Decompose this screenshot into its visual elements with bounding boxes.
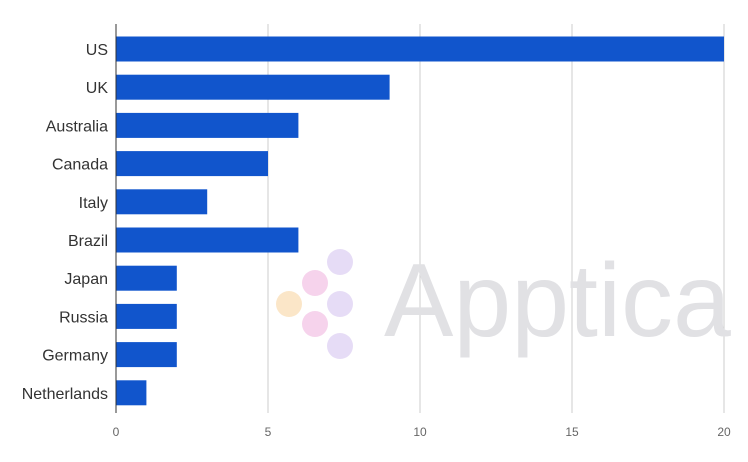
bar (116, 303, 177, 329)
category-label: US (86, 42, 108, 59)
logo-dot (327, 291, 353, 317)
category-label: Brazil (68, 233, 108, 250)
bar (116, 189, 208, 215)
logo-dot (302, 270, 328, 296)
category-label: Germany (42, 348, 108, 365)
x-tick-label: 15 (565, 425, 579, 439)
x-tick-label: 10 (413, 425, 427, 439)
logo-dot (276, 291, 302, 317)
bar (116, 342, 177, 368)
bar (116, 227, 299, 253)
bars (116, 36, 724, 406)
bar (116, 151, 268, 177)
category-label: Netherlands (22, 386, 108, 403)
grid-lines (267, 24, 725, 413)
logo-dot (302, 311, 328, 337)
x-tick-labels: 0 5 10 15 20 (113, 425, 731, 439)
bar (116, 380, 147, 406)
x-tick-label: 20 (717, 425, 731, 439)
category-label: Italy (79, 195, 108, 212)
category-label: Canada (52, 157, 108, 174)
apptica-logo-icon (276, 249, 353, 359)
x-tick-label: 0 (113, 425, 120, 439)
category-label: UK (86, 80, 109, 97)
bar (116, 265, 177, 291)
bar (116, 36, 724, 62)
logo-dot (327, 333, 353, 359)
bar (116, 74, 390, 100)
bar (116, 112, 299, 138)
category-label: Japan (64, 271, 108, 288)
x-tick-label: 5 (265, 425, 272, 439)
category-labels: US UK Australia Canada Italy Brazil Japan Russi… (22, 42, 109, 403)
apptica-watermark: Apptica (276, 243, 731, 359)
watermark-text: Apptica (384, 243, 731, 359)
category-label: Australia (46, 118, 108, 135)
category-label: Russia (59, 309, 108, 326)
logo-dot (327, 249, 353, 275)
